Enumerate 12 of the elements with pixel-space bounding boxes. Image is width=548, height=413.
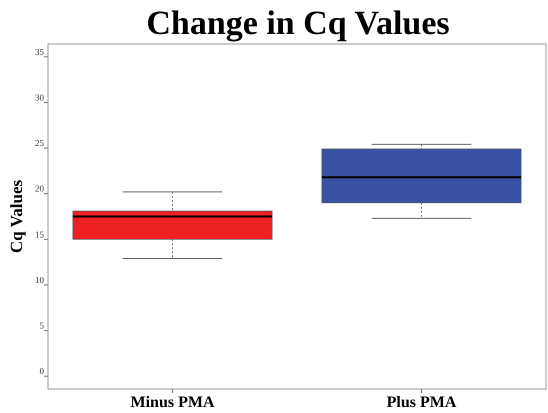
y-tick-label: 20 — [35, 184, 44, 194]
x-tick-label: Plus PMA — [386, 394, 457, 411]
y-tick-label: 25 — [35, 138, 44, 148]
y-tick-label: 0 — [40, 366, 44, 376]
y-tick-label: 10 — [35, 274, 44, 285]
y-tick-label: 35 — [35, 46, 44, 57]
x-tick-label: Minus PMA — [130, 394, 215, 411]
y-tick-label: 15 — [35, 229, 44, 240]
chart-title: Change in Cq Values — [146, 5, 450, 42]
y-tick-label: 30 — [35, 92, 44, 102]
y-axis-title: Cq Values — [7, 180, 26, 254]
y-tick-label: 5 — [40, 320, 44, 331]
